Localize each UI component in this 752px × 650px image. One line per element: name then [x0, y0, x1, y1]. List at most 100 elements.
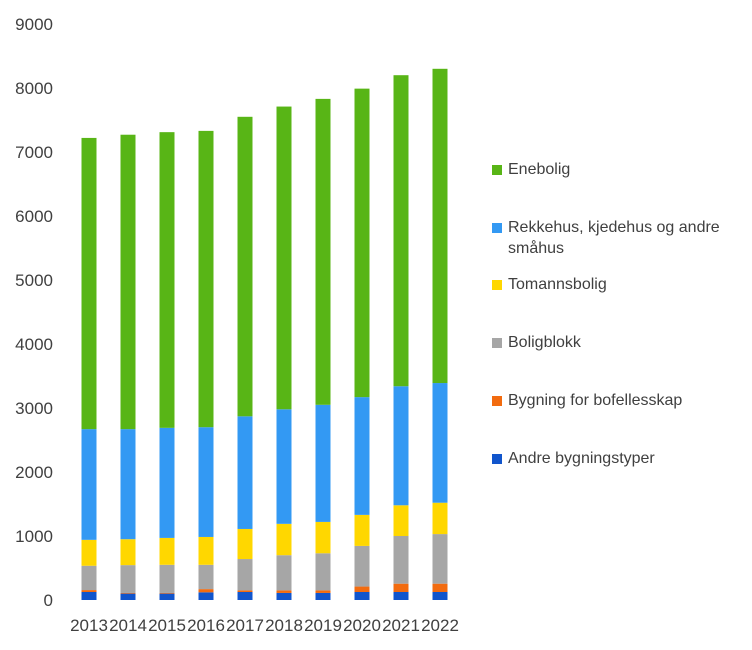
- bar-stack-2013: [81, 137, 97, 600]
- bar-segment: [120, 592, 136, 594]
- bar-segment: [120, 539, 136, 566]
- bar-segment: [354, 592, 370, 600]
- x-tick-label: 2015: [148, 616, 186, 635]
- y-tick-label: 6000: [15, 207, 53, 226]
- bar-segment: [237, 590, 253, 592]
- bar-segment: [432, 502, 448, 535]
- x-tick-label: 2022: [421, 616, 459, 635]
- bar-segment: [315, 98, 331, 405]
- legend-label: Tomannsbolig: [508, 276, 607, 293]
- legend-swatch: [492, 223, 502, 233]
- bar-segment: [315, 521, 331, 554]
- bar-segment: [276, 592, 292, 600]
- legend-label: Rekkehus, kjedehus og andre småhus: [508, 219, 720, 257]
- bar-segment: [315, 404, 331, 522]
- legend-item-tomannsbolig: Tomannsbolig: [492, 274, 607, 295]
- bar-segment: [354, 586, 370, 592]
- bar-segment: [276, 555, 292, 591]
- x-tick-label: 2014: [109, 616, 147, 635]
- bar-segment: [198, 564, 214, 590]
- bar-segment: [393, 505, 409, 536]
- legend-item-boligblokk: Boligblokk: [492, 332, 581, 353]
- bar-stack-2022: [432, 68, 448, 600]
- bar-stack-2020: [354, 88, 370, 600]
- bar-segment: [237, 592, 253, 600]
- x-tick-label: 2016: [187, 616, 225, 635]
- bar-segment: [432, 592, 448, 600]
- legend-label: Andre bygningstyper: [508, 450, 655, 467]
- y-tick-label: 7000: [15, 143, 53, 162]
- x-tick-label: 2018: [265, 616, 303, 635]
- x-tick-label: 2021: [382, 616, 420, 635]
- bar-segment: [354, 88, 370, 398]
- legend-swatch: [492, 396, 502, 406]
- x-tick-label: 2020: [343, 616, 381, 635]
- bar-segment: [432, 383, 448, 503]
- bar-segment: [198, 130, 214, 428]
- y-tick-label: 0: [44, 591, 53, 610]
- y-axis: 0 1000 2000 3000 4000 5000 6000 7000 8000 9000: [15, 15, 53, 610]
- legend-item-bofellesskap: Bygning for bofellesskap: [492, 390, 682, 411]
- bar-stack-2018: [276, 106, 292, 600]
- y-tick-label: 5000: [15, 271, 53, 290]
- x-tick-label: 2017: [226, 616, 264, 635]
- legend-label: Enebolig: [508, 161, 571, 178]
- bar-segment: [276, 523, 292, 556]
- bar-segment: [81, 429, 97, 540]
- bar-segment: [354, 545, 370, 587]
- bar-segment: [354, 397, 370, 515]
- bar-segment: [81, 590, 97, 592]
- bar-segment: [198, 592, 214, 600]
- bar-segment: [276, 106, 292, 410]
- bar-segment: [315, 590, 331, 593]
- bar-segment: [81, 137, 97, 430]
- x-tick-label: 2013: [70, 616, 108, 635]
- bar-segment: [159, 537, 175, 565]
- bar-segment: [393, 386, 409, 506]
- bars: [81, 68, 448, 600]
- y-tick-label: 3000: [15, 399, 53, 418]
- bar-segment: [276, 590, 292, 593]
- y-tick-label: 4000: [15, 335, 53, 354]
- bar-segment: [81, 539, 97, 566]
- bar-segment: [237, 116, 253, 417]
- bar-segment: [432, 68, 448, 384]
- bar-segment: [393, 75, 409, 387]
- legend-label: Bygning for bofellesskap: [508, 392, 683, 409]
- bar-segment: [159, 427, 175, 538]
- legend-swatch: [492, 280, 502, 290]
- legend-item-enebolig: Enebolig: [492, 159, 570, 180]
- bar-segment: [81, 565, 97, 591]
- bar-segment: [432, 583, 448, 592]
- y-tick-label: 8000: [15, 79, 53, 98]
- bar-segment: [198, 427, 214, 537]
- bar-segment: [120, 593, 136, 600]
- bar-stack-2014: [120, 134, 136, 600]
- bar-segment: [315, 592, 331, 600]
- x-axis: 2013 2014 2015 2016 2017 2018 2019 2020 2021 2022: [70, 616, 459, 635]
- bar-segment: [159, 592, 175, 594]
- bar-segment: [237, 528, 253, 560]
- bar-segment: [432, 534, 448, 584]
- bar-stack-2021: [393, 75, 409, 600]
- bar-segment: [159, 132, 175, 428]
- bar-segment: [120, 134, 136, 430]
- bar-segment: [393, 536, 409, 584]
- legend-item-andre: Andre bygningstyper: [492, 448, 655, 469]
- bar-segment: [315, 553, 331, 591]
- bar-stack-2017: [237, 116, 253, 600]
- bar-segment: [237, 559, 253, 591]
- legend-label: Boligblokk: [508, 334, 581, 351]
- bar-stack-2019: [315, 98, 331, 600]
- legend-item-rekkehus: Rekkehus, kjedehus og andre småhus: [492, 217, 742, 259]
- bar-segment: [237, 416, 253, 529]
- bar-segment: [276, 409, 292, 524]
- bar-segment: [120, 429, 136, 540]
- bar-segment: [198, 589, 214, 593]
- x-tick-label: 2019: [304, 616, 342, 635]
- bar-stack-2015: [159, 132, 175, 600]
- y-tick-label: 2000: [15, 463, 53, 482]
- bar-segment: [81, 592, 97, 600]
- bar-segment: [354, 514, 370, 546]
